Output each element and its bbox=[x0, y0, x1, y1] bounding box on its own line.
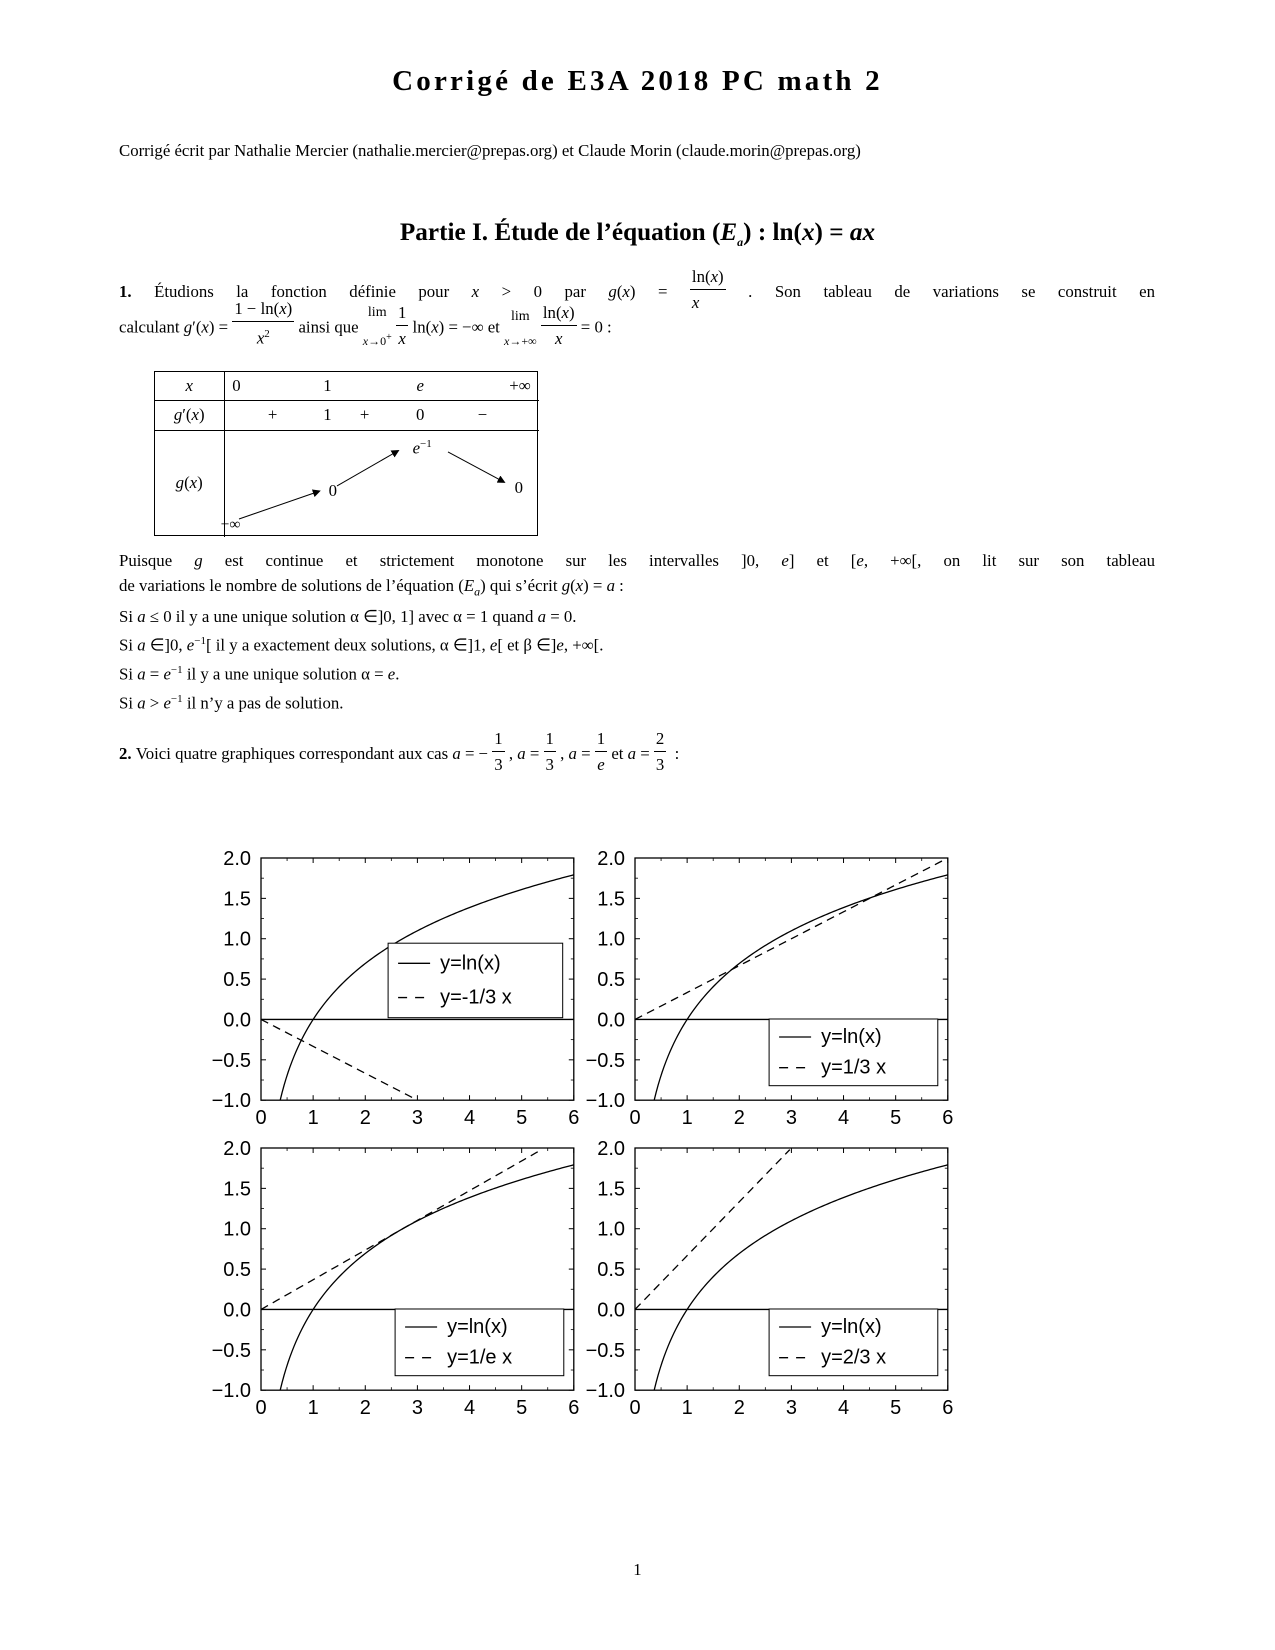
svg-text:0.5: 0.5 bbox=[597, 1259, 625, 1281]
svg-text:0: 0 bbox=[255, 1397, 266, 1419]
svg-text:4: 4 bbox=[463, 1397, 474, 1419]
svg-text:0: 0 bbox=[629, 1397, 640, 1419]
svg-text:4: 4 bbox=[463, 1107, 474, 1129]
svg-text:−0.5: −0.5 bbox=[211, 1340, 250, 1362]
svg-text:0: 0 bbox=[255, 1107, 266, 1129]
svg-text:3: 3 bbox=[786, 1107, 797, 1129]
svg-text:2: 2 bbox=[359, 1107, 370, 1129]
svg-text:5: 5 bbox=[890, 1397, 901, 1419]
svg-text:−0.5: −0.5 bbox=[585, 1050, 624, 1072]
svg-text:−1.0: −1.0 bbox=[211, 1380, 250, 1402]
svg-text:y=ln(x): y=ln(x) bbox=[821, 1316, 882, 1338]
svg-text:y=1/3 x: y=1/3 x bbox=[821, 1057, 886, 1079]
svg-text:1.0: 1.0 bbox=[223, 1219, 251, 1241]
svg-text:y=ln(x): y=ln(x) bbox=[447, 1316, 508, 1338]
svg-text:3: 3 bbox=[411, 1397, 422, 1419]
svg-text:1.0: 1.0 bbox=[597, 929, 625, 951]
svg-text:0.5: 0.5 bbox=[223, 1259, 251, 1281]
svg-text:6: 6 bbox=[942, 1397, 953, 1419]
svg-text:1.0: 1.0 bbox=[597, 1219, 625, 1241]
svg-text:−1.0: −1.0 bbox=[585, 1380, 624, 1402]
svg-text:2.0: 2.0 bbox=[223, 1138, 251, 1160]
svg-text:6: 6 bbox=[568, 1397, 579, 1419]
svg-text:0.0: 0.0 bbox=[223, 1009, 251, 1031]
svg-text:2: 2 bbox=[733, 1397, 744, 1419]
svg-text:2.0: 2.0 bbox=[597, 848, 625, 870]
svg-text:0.5: 0.5 bbox=[597, 969, 625, 991]
svg-text:y=1/e x: y=1/e x bbox=[447, 1347, 512, 1369]
svg-text:−0.5: −0.5 bbox=[585, 1340, 624, 1362]
svg-text:1.5: 1.5 bbox=[223, 1178, 251, 1200]
svg-text:1.5: 1.5 bbox=[223, 888, 251, 910]
svg-text:1: 1 bbox=[681, 1107, 692, 1129]
svg-text:1: 1 bbox=[307, 1107, 318, 1129]
svg-text:y=ln(x): y=ln(x) bbox=[440, 952, 501, 974]
svg-text:0: 0 bbox=[629, 1107, 640, 1129]
svg-text:2.0: 2.0 bbox=[223, 848, 251, 870]
svg-text:2.0: 2.0 bbox=[597, 1138, 625, 1160]
svg-text:1.5: 1.5 bbox=[597, 1178, 625, 1200]
svg-text:2: 2 bbox=[733, 1107, 744, 1129]
svg-text:3: 3 bbox=[411, 1107, 422, 1129]
svg-text:0.0: 0.0 bbox=[597, 1299, 625, 1321]
svg-text:1.0: 1.0 bbox=[223, 929, 251, 951]
svg-text:5: 5 bbox=[516, 1397, 527, 1419]
svg-text:1: 1 bbox=[681, 1397, 692, 1419]
svg-text:−1.0: −1.0 bbox=[585, 1090, 624, 1112]
svg-text:4: 4 bbox=[838, 1107, 849, 1129]
svg-text:−0.5: −0.5 bbox=[211, 1050, 250, 1072]
svg-text:6: 6 bbox=[568, 1107, 579, 1129]
svg-text:5: 5 bbox=[890, 1107, 901, 1129]
svg-text:5: 5 bbox=[516, 1107, 527, 1129]
svg-text:0.0: 0.0 bbox=[223, 1299, 251, 1321]
svg-text:1: 1 bbox=[307, 1397, 318, 1419]
svg-text:y=2/3 x: y=2/3 x bbox=[821, 1347, 886, 1369]
svg-text:6: 6 bbox=[942, 1107, 953, 1129]
svg-text:2: 2 bbox=[359, 1397, 370, 1419]
svg-text:0.5: 0.5 bbox=[223, 969, 251, 991]
svg-text:3: 3 bbox=[786, 1397, 797, 1419]
svg-text:1.5: 1.5 bbox=[597, 888, 625, 910]
svg-text:0.0: 0.0 bbox=[597, 1009, 625, 1031]
svg-text:4: 4 bbox=[838, 1397, 849, 1419]
svg-text:y=ln(x): y=ln(x) bbox=[821, 1026, 882, 1048]
svg-text:−1.0: −1.0 bbox=[211, 1090, 250, 1112]
svg-text:y=-1/3 x: y=-1/3 x bbox=[440, 986, 512, 1008]
